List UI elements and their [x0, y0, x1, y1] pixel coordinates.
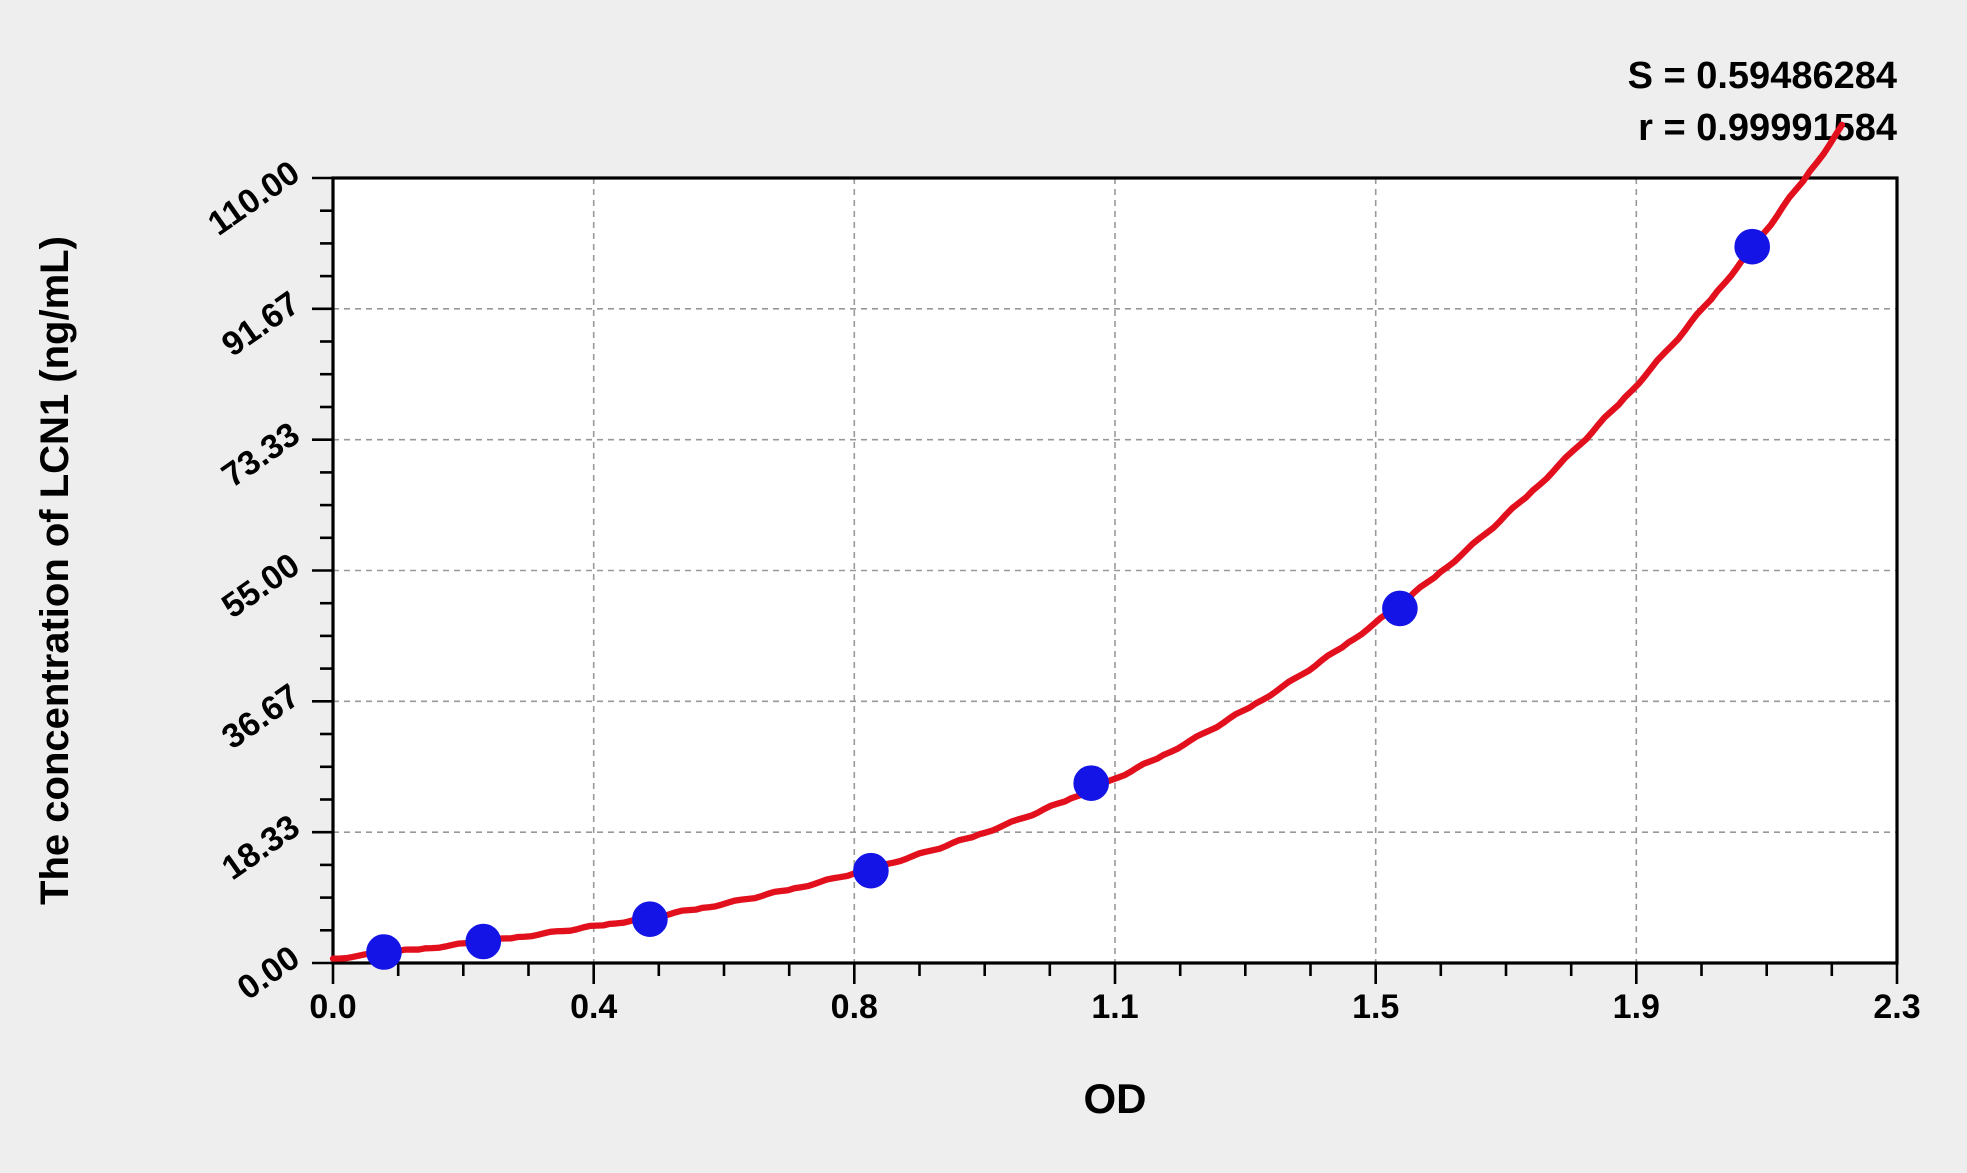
- svg-text:OD: OD: [1084, 1075, 1147, 1122]
- svg-text:0.4: 0.4: [570, 988, 617, 1026]
- svg-text:S = 0.59486284: S = 0.59486284: [1628, 55, 1897, 97]
- svg-text:r = 0.99991584: r = 0.99991584: [1638, 107, 1897, 149]
- svg-text:The concentration of LCN1 (ng/: The concentration of LCN1 (ng/mL): [33, 236, 77, 905]
- svg-text:1.5: 1.5: [1352, 988, 1399, 1026]
- svg-text:1.1: 1.1: [1091, 988, 1138, 1026]
- svg-text:0.0: 0.0: [309, 988, 356, 1026]
- svg-text:0.8: 0.8: [831, 988, 878, 1026]
- svg-text:1.9: 1.9: [1613, 988, 1660, 1026]
- svg-text:2.3: 2.3: [1873, 988, 1920, 1026]
